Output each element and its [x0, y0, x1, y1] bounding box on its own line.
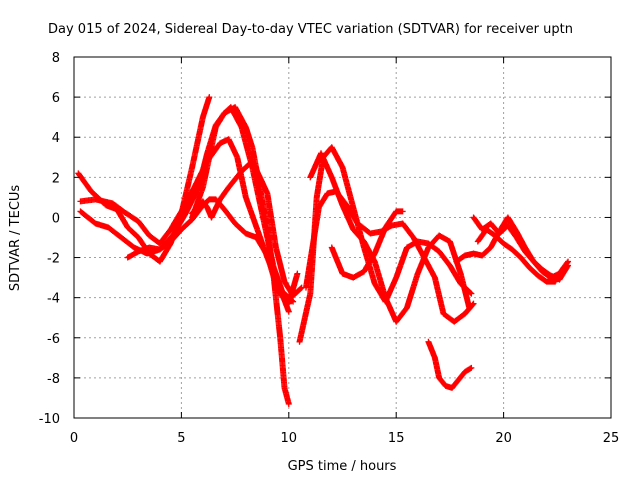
- series-arc-f: [189, 158, 305, 299]
- data-points: [75, 94, 572, 407]
- y-tick-label: 4: [52, 131, 60, 146]
- y-tick-label: 8: [52, 51, 60, 66]
- x-tick-label: 0: [70, 431, 78, 446]
- point-markers: [189, 158, 305, 299]
- x-tick-label: 5: [177, 431, 185, 446]
- y-axis-label: SDTVAR / TECUs: [8, 185, 23, 292]
- y-tick-labels: -10 -8 -6 -4 -2 0 2 4 6 8: [39, 51, 611, 427]
- x-tick-label: 25: [603, 431, 620, 446]
- series-arc-i: [307, 150, 473, 325]
- series-arc-n: [474, 226, 567, 285]
- y-tick-label: -4: [47, 292, 60, 307]
- chart-title: Day 015 of 2024, Sidereal Day-to-day VTE…: [48, 22, 573, 37]
- x-tick-label: 20: [495, 431, 512, 446]
- y-tick-label: -10: [39, 412, 60, 427]
- x-axis-label: GPS time / hours: [288, 459, 397, 474]
- series-arc-k: [425, 338, 475, 391]
- point-markers: [328, 208, 406, 281]
- point-markers: [474, 226, 567, 285]
- y-tick-label: 2: [52, 171, 60, 186]
- grid: [74, 57, 611, 418]
- y-tick-label: -8: [47, 372, 60, 387]
- point-markers: [307, 150, 473, 325]
- plot-frame: [73, 56, 612, 419]
- x-tick-labels: 0 5 10 15 20 25: [70, 57, 619, 446]
- y-tick-label: -6: [47, 332, 60, 347]
- point-markers: [425, 338, 475, 391]
- x-tick-label: 15: [388, 431, 405, 446]
- y-tick-label: 0: [52, 211, 60, 226]
- series-arc-a: [75, 94, 213, 265]
- y-tick-label: -2: [47, 252, 60, 267]
- point-markers: [75, 94, 213, 265]
- y-tick-label: 6: [52, 91, 60, 106]
- series-arc-j: [328, 208, 406, 281]
- x-tick-label: 10: [281, 431, 298, 446]
